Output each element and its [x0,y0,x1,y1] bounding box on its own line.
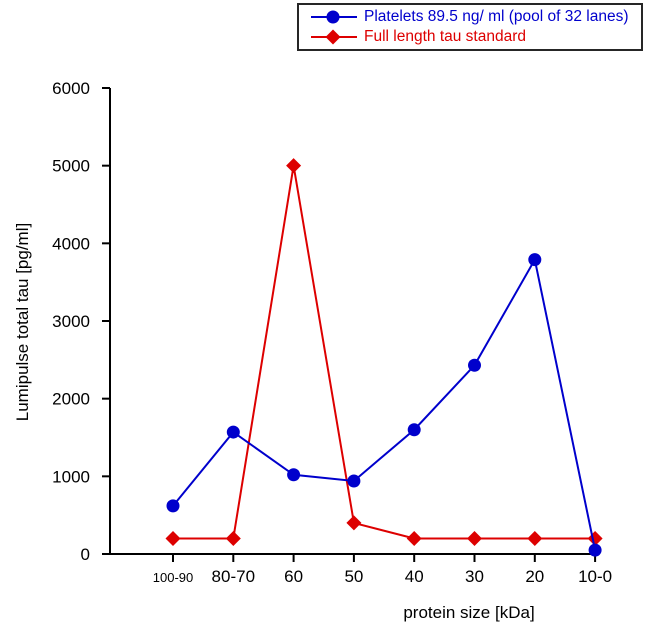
x-tick-label: 50 [344,567,363,586]
x-tick-label: 20 [525,567,544,586]
legend-diamond-marker-icon [311,29,357,45]
data-point-circle [407,423,421,437]
y-tick-label: 1000 [52,467,90,486]
legend-item-platelets: Platelets 89.5 ng/ ml (pool of 32 lanes) [310,7,641,27]
x-tick-label: 30 [465,567,484,586]
data-point-circle [468,358,481,372]
data-point-diamond [406,530,422,546]
legend-item-tau-standard: Full length tau standard [310,27,641,47]
data-point-circle [528,253,542,267]
x-tick-label: 10-0 [578,567,612,586]
y-tick-label: 6000 [52,79,90,98]
y-tick-label: 4000 [52,234,90,253]
diamond-marker [325,29,341,45]
data-point-circle [166,499,180,513]
data-point-diamond [225,530,241,546]
legend-label-tau-standard: Full length tau standard [364,28,526,45]
series-line [173,165,596,540]
x-tick-label: 60 [284,567,303,586]
x-axis-title: protein size [kDa] [403,603,535,622]
y-tick-label: 2000 [52,390,90,409]
circle-marker [326,10,340,24]
legend: Platelets 89.5 ng/ ml (pool of 32 lanes)… [297,3,643,51]
series-line [172,256,597,551]
data-point-circle [287,468,301,482]
legend-circle-marker-icon [311,10,357,24]
x-tick-label: 80-70 [212,567,255,586]
y-axis-title: Lumipulse total tau [pg/ml] [13,222,32,422]
data-point-circle [226,425,240,439]
x-tick-label: 40 [405,567,424,586]
data-point-circle [588,543,602,557]
data-point-diamond [346,515,362,531]
legend-label-platelets: Platelets 89.5 ng/ ml (pool of 32 lanes) [364,8,629,25]
data-point-diamond [165,530,181,546]
data-point-diamond [286,158,302,174]
x-tick-label: 100-90 [153,570,193,585]
y-tick-label: 5000 [52,157,90,176]
data-point-diamond [527,530,543,546]
y-tick-label: 0 [81,545,90,564]
y-tick-label: 3000 [52,312,90,331]
data-point-circle [347,474,361,488]
data-point-diamond [467,530,482,546]
